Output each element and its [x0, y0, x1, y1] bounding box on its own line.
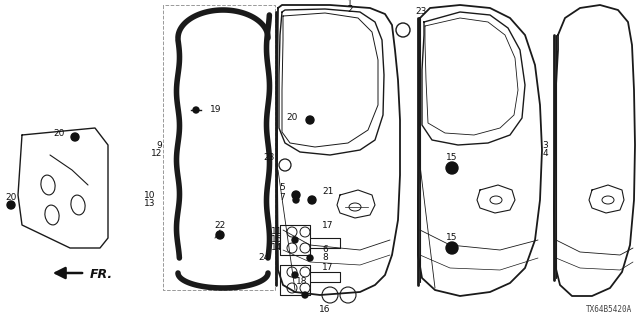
Circle shape [7, 201, 15, 209]
Circle shape [446, 162, 458, 174]
Text: 9: 9 [156, 140, 162, 149]
Text: 23: 23 [264, 154, 275, 163]
Text: 4: 4 [542, 148, 548, 157]
Text: 15: 15 [446, 154, 458, 163]
Circle shape [216, 231, 224, 239]
Text: 3: 3 [542, 140, 548, 149]
Circle shape [308, 196, 316, 204]
Circle shape [302, 292, 308, 298]
Text: 22: 22 [214, 220, 226, 229]
Text: 20: 20 [54, 129, 65, 138]
Text: 11: 11 [271, 228, 282, 236]
Text: 1: 1 [347, 0, 353, 7]
Text: 17: 17 [322, 220, 333, 229]
Text: TX64B5420A: TX64B5420A [586, 305, 632, 314]
Text: 13: 13 [143, 199, 155, 209]
Text: 20: 20 [287, 114, 298, 123]
Text: 23: 23 [415, 7, 426, 17]
Circle shape [293, 197, 299, 203]
Circle shape [292, 272, 298, 278]
Text: 8: 8 [322, 253, 328, 262]
Text: 12: 12 [150, 148, 162, 157]
Text: 10: 10 [143, 190, 155, 199]
Circle shape [71, 133, 79, 141]
Circle shape [193, 107, 199, 113]
Text: 24: 24 [259, 253, 270, 262]
Text: 19: 19 [210, 106, 221, 115]
Text: 6: 6 [322, 245, 328, 254]
Circle shape [292, 237, 298, 243]
Text: 18: 18 [296, 277, 308, 286]
Text: 21: 21 [322, 188, 333, 196]
Circle shape [307, 255, 313, 261]
Text: 15: 15 [446, 234, 458, 243]
Text: 16: 16 [319, 306, 331, 315]
Text: FR.: FR. [90, 268, 113, 281]
Circle shape [292, 191, 300, 199]
Text: 14: 14 [271, 244, 282, 252]
Text: 7: 7 [279, 194, 285, 203]
Circle shape [446, 242, 458, 254]
Text: 17: 17 [322, 263, 333, 273]
Text: 2: 2 [347, 5, 353, 14]
Text: 16: 16 [271, 236, 282, 244]
Text: 20: 20 [5, 194, 17, 203]
Text: 5: 5 [279, 183, 285, 193]
Circle shape [306, 116, 314, 124]
